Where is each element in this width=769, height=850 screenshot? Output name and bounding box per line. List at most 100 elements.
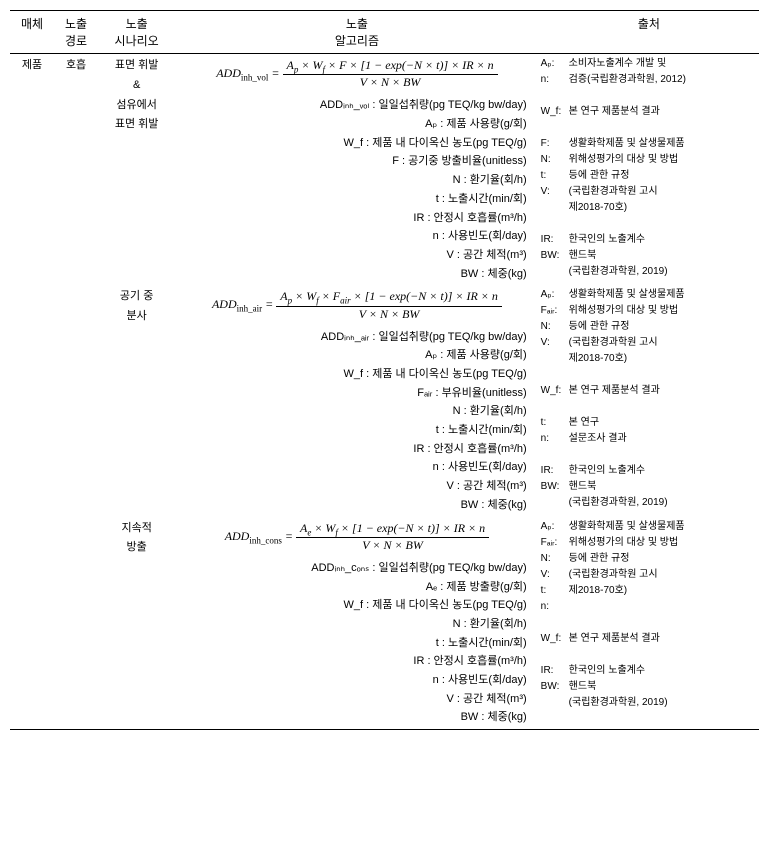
cell-scenario: 표면 휘발&섬유에서표면 휘발 [98,54,175,286]
cell-algorithm: ADDinh_vol = Ap × Wf × F × [1 − exp(−N ×… [175,54,538,286]
cell-route: 호흡 [54,54,98,730]
source-row: n:설문조사 결과 [541,431,757,446]
cell-scenario: 공기 중분사 [98,285,175,516]
definition-line: BW : 체중(kg) [177,265,536,284]
source-key: W_f: [541,104,569,119]
th-scenario-l1: 노출 [100,15,173,32]
definition-line: Aₚ : 제품 사용량(g/회) [177,115,536,134]
cell-source: Aₚ:소비자노출계수 개발 및n:검증(국립환경과학원, 2012) W_f:본… [539,54,759,286]
cell-algorithm: ADDinh_air = Ap × Wf × Fair × [1 − exp(−… [175,285,538,516]
source-row: IR:한국인의 노출계수 [541,232,757,247]
definition-line: n : 사용빈도(회/day) [177,458,536,477]
source-row: IR:한국인의 노출계수 [541,463,757,478]
source-key: N: [541,551,569,566]
scenario-line: 방출 [100,538,173,558]
source-key: Aₚ: [541,56,569,71]
definition-line: IR : 안정시 호흡률(m³/h) [177,209,536,228]
source-row: BW:핸드북 [541,248,757,263]
source-value: 본 연구 제품분석 결과 [569,383,757,398]
source-key: t: [541,583,569,598]
definition-line: N : 환기율(회/h) [177,615,536,634]
source-key: t: [541,168,569,183]
source-row: N:등에 관한 규정 [541,551,757,566]
source-key: V: [541,335,569,350]
source-value: 핸드북 [569,248,757,263]
definition-line: n : 사용빈도(회/day) [177,227,536,246]
source-row: W_f:본 연구 제품분석 결과 [541,631,757,646]
source-key [541,200,569,215]
cell-algorithm: ADDinh_cons = Ae × Wf × [1 − exp(−N × t)… [175,517,538,730]
definition-line: Aₚ : 제품 사용량(g/회) [177,346,536,365]
definition-line: W_f : 제품 내 다이옥신 농도(pg TEQ/g) [177,365,536,384]
source-key: N: [541,152,569,167]
scenario-line: 공기 중 [100,287,173,307]
source-key: N: [541,319,569,334]
cell-media: 제품 [10,54,54,730]
source-row: BW:핸드북 [541,479,757,494]
source-row [541,216,757,231]
source-row: N:위해성평가의 대상 및 방법 [541,152,757,167]
source-key: t: [541,415,569,430]
source-key: Fₐᵢᵣ: [541,535,569,550]
source-value: 위해성평가의 대상 및 방법 [569,535,757,550]
definition-line: t : 노출시간(min/회) [177,190,536,209]
th-source-text: 출처 [541,15,757,32]
th-source: 출처 [539,11,759,54]
source-row: n:검증(국립환경과학원, 2012) [541,72,757,87]
th-algo-l2: 알고리즘 [177,32,536,49]
source-row: t:등에 관한 규정 [541,168,757,183]
source-key: BW: [541,248,569,263]
definition-line: F : 공기중 방출비율(unitless) [177,152,536,171]
source-key: IR: [541,463,569,478]
source-value: 본 연구 제품분석 결과 [569,104,757,119]
source-row [541,647,757,662]
source-row: F:생활화학제품 및 살생물제품 [541,136,757,151]
source-key: BW: [541,679,569,694]
source-value: 생활화학제품 및 살생물제품 [569,287,757,302]
source-value: 생활화학제품 및 살생물제품 [569,519,757,534]
definition-line: t : 노출시간(min/회) [177,634,536,653]
source-value: 한국인의 노출계수 [569,463,757,478]
scenario-line: 표면 휘발 [100,115,173,135]
source-value: 검증(국립환경과학원, 2012) [569,72,757,87]
source-key [541,695,569,710]
source-value [569,599,757,614]
source-row [541,399,757,414]
th-media-text: 매체 [12,15,52,32]
th-algo-l1: 노출 [177,15,536,32]
source-key [541,495,569,510]
source-value: (국립환경과학원 고시 [569,567,757,582]
scenario-line: & [100,76,173,96]
definition-line: V : 공간 체적(m³) [177,690,536,709]
th-route-l2: 경로 [56,32,96,49]
source-row: Aₚ:생활화학제품 및 살생물제품 [541,519,757,534]
source-key: Aₚ: [541,519,569,534]
source-key: n: [541,72,569,87]
source-value: 본 연구 제품분석 결과 [569,631,757,646]
source-value: 등에 관한 규정 [569,551,757,566]
source-key: W_f: [541,631,569,646]
definition-line: N : 환기율(회/h) [177,402,536,421]
definition-line: ADDᵢₙₕ_ₐᵢᵣ : 일일섭취량(pg TEQ/kg bw/day) [177,328,536,347]
definition-line: ADDᵢₙₕ_ᵥₒₗ : 일일섭취량(pg TEQ/kg bw/day) [177,96,536,115]
source-key [541,351,569,366]
source-row: IR:한국인의 노출계수 [541,663,757,678]
source-key [541,264,569,279]
th-media: 매체 [10,11,54,54]
th-algo: 노출 알고리즘 [175,11,538,54]
definition-line: t : 노출시간(min/회) [177,421,536,440]
source-row: n: [541,599,757,614]
source-key: Fₐᵢᵣ: [541,303,569,318]
source-row [541,615,757,630]
source-row: V:(국립환경과학원 고시 [541,335,757,350]
source-row: Aₚ:생활화학제품 및 살생물제품 [541,287,757,302]
source-row: 제2018-70호) [541,351,757,366]
source-value: 제2018-70호) [569,583,757,598]
source-row: BW:핸드북 [541,679,757,694]
th-route-l1: 노출 [56,15,96,32]
th-scenario: 노출 시나리오 [98,11,175,54]
source-key: F: [541,136,569,151]
definition-line: BW : 체중(kg) [177,708,536,727]
source-row: (국립환경과학원, 2019) [541,264,757,279]
source-row: W_f:본 연구 제품분석 결과 [541,383,757,398]
